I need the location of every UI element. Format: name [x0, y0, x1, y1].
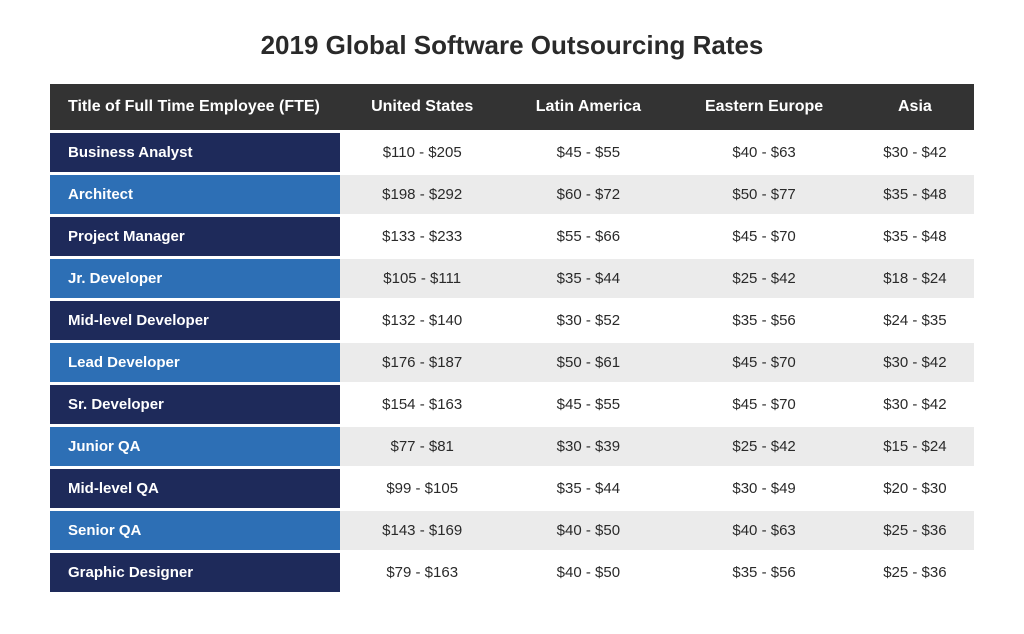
row-value: $45 - $70 [672, 385, 855, 424]
row-value: $45 - $55 [504, 133, 672, 172]
table-row: Business Analyst$110 - $205$45 - $55$40 … [50, 133, 974, 172]
table-row: Lead Developer$176 - $187$50 - $61$45 - … [50, 343, 974, 382]
row-label: Jr. Developer [50, 259, 340, 298]
row-value: $30 - $42 [856, 343, 974, 382]
row-label: Business Analyst [50, 133, 340, 172]
table-row: Senior QA$143 - $169$40 - $50$40 - $63$2… [50, 511, 974, 550]
row-value: $40 - $63 [672, 133, 855, 172]
row-value: $35 - $44 [504, 259, 672, 298]
row-label: Mid-level QA [50, 469, 340, 508]
row-value: $25 - $36 [856, 511, 974, 550]
col-header-asia: Asia [856, 84, 974, 130]
table-row: Mid-level QA$99 - $105$35 - $44$30 - $49… [50, 469, 974, 508]
row-value: $198 - $292 [340, 175, 504, 214]
row-label: Architect [50, 175, 340, 214]
row-value: $77 - $81 [340, 427, 504, 466]
table-header-row: Title of Full Time Employee (FTE) United… [50, 84, 974, 130]
row-label: Sr. Developer [50, 385, 340, 424]
table-row: Graphic Designer$79 - $163$40 - $50$35 -… [50, 553, 974, 592]
row-value: $50 - $61 [504, 343, 672, 382]
row-value: $110 - $205 [340, 133, 504, 172]
row-value: $30 - $52 [504, 301, 672, 340]
row-value: $99 - $105 [340, 469, 504, 508]
row-value: $24 - $35 [856, 301, 974, 340]
table-row: Jr. Developer$105 - $111$35 - $44$25 - $… [50, 259, 974, 298]
row-value: $133 - $233 [340, 217, 504, 256]
col-header-title: Title of Full Time Employee (FTE) [50, 84, 340, 130]
row-value: $40 - $63 [672, 511, 855, 550]
row-value: $45 - $70 [672, 343, 855, 382]
table-row: Architect$198 - $292$60 - $72$50 - $77$3… [50, 175, 974, 214]
col-header-latam: Latin America [504, 84, 672, 130]
row-label: Junior QA [50, 427, 340, 466]
row-value: $79 - $163 [340, 553, 504, 592]
row-value: $20 - $30 [856, 469, 974, 508]
row-value: $25 - $42 [672, 427, 855, 466]
row-value: $176 - $187 [340, 343, 504, 382]
row-value: $60 - $72 [504, 175, 672, 214]
row-value: $40 - $50 [504, 553, 672, 592]
row-label: Mid-level Developer [50, 301, 340, 340]
row-value: $25 - $36 [856, 553, 974, 592]
row-value: $143 - $169 [340, 511, 504, 550]
row-value: $35 - $44 [504, 469, 672, 508]
page-title: 2019 Global Software Outsourcing Rates [50, 30, 974, 61]
row-label: Lead Developer [50, 343, 340, 382]
row-value: $15 - $24 [856, 427, 974, 466]
row-value: $154 - $163 [340, 385, 504, 424]
row-value: $35 - $56 [672, 553, 855, 592]
row-value: $50 - $77 [672, 175, 855, 214]
row-value: $30 - $39 [504, 427, 672, 466]
row-label: Project Manager [50, 217, 340, 256]
row-value: $45 - $70 [672, 217, 855, 256]
row-value: $25 - $42 [672, 259, 855, 298]
row-value: $35 - $56 [672, 301, 855, 340]
col-header-us: United States [340, 84, 504, 130]
row-label: Graphic Designer [50, 553, 340, 592]
row-value: $30 - $42 [856, 385, 974, 424]
table-row: Project Manager$133 - $233$55 - $66$45 -… [50, 217, 974, 256]
row-value: $30 - $49 [672, 469, 855, 508]
row-value: $45 - $55 [504, 385, 672, 424]
row-value: $55 - $66 [504, 217, 672, 256]
table-row: Junior QA$77 - $81$30 - $39$25 - $42$15 … [50, 427, 974, 466]
row-value: $132 - $140 [340, 301, 504, 340]
row-value: $105 - $111 [340, 259, 504, 298]
table-row: Sr. Developer$154 - $163$45 - $55$45 - $… [50, 385, 974, 424]
row-value: $40 - $50 [504, 511, 672, 550]
row-value: $18 - $24 [856, 259, 974, 298]
rates-table: Title of Full Time Employee (FTE) United… [50, 81, 974, 595]
row-label: Senior QA [50, 511, 340, 550]
row-value: $30 - $42 [856, 133, 974, 172]
table-row: Mid-level Developer$132 - $140$30 - $52$… [50, 301, 974, 340]
row-value: $35 - $48 [856, 217, 974, 256]
row-value: $35 - $48 [856, 175, 974, 214]
col-header-eeu: Eastern Europe [672, 84, 855, 130]
